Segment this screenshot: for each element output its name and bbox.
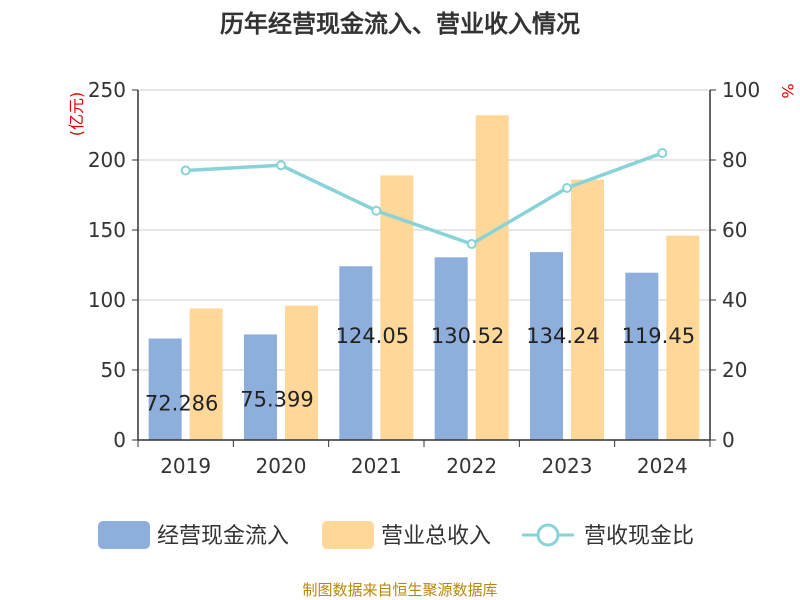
- x-tick-label-2019: 2019: [160, 454, 211, 478]
- x-tick-label-2021: 2021: [351, 454, 402, 478]
- left-tick-label-3: 150: [88, 218, 126, 242]
- axes: 0 50 100 150 200 250 0 20 40 60 80 100 2019 2020 2021 2…: [88, 78, 760, 478]
- bar-cash-inflow-2019: [148, 338, 182, 440]
- right-tick-label-1: 20: [722, 358, 747, 382]
- right-tick-label-0: 0: [722, 428, 735, 452]
- x-tick-label-2020: 2020: [256, 454, 307, 478]
- left-tick-label-0: 0: [113, 428, 126, 452]
- bar-revenue-2022: [475, 115, 509, 440]
- right-axis-unit: %: [778, 83, 797, 98]
- bar-revenue-2023: [571, 179, 604, 440]
- data-label-2023: 134.24: [526, 324, 599, 348]
- x-tick-label-2023: 2023: [542, 454, 593, 478]
- left-tick-label-4: 200: [88, 148, 126, 172]
- bar-cash-inflow-2021: [339, 266, 373, 440]
- bar-revenue-2019: [189, 308, 223, 440]
- bar-revenue-2024: [666, 235, 700, 440]
- left-tick-label-2: 100: [88, 288, 126, 312]
- legend-label-revenue: 营业总收入: [381, 524, 491, 549]
- legend-swatch-cash-inflow: [98, 521, 150, 549]
- bar-cash-inflow-2020: [244, 334, 277, 440]
- legend-swatch-ratio-marker: [536, 523, 560, 547]
- data-label-2020: 75.399: [240, 387, 313, 411]
- legend-swatch-revenue: [322, 521, 374, 549]
- bar-revenue-2020: [285, 305, 318, 440]
- ratio-point-2020: [276, 160, 286, 171]
- bar-cash-inflow-2023: [530, 252, 563, 440]
- right-tick-label-3: 60: [722, 218, 747, 242]
- legend-label-cash-inflow: 经营现金流入: [157, 524, 289, 549]
- data-label-2021: 124.05: [336, 324, 409, 348]
- bar-cash-inflow-2024: [625, 272, 659, 440]
- data-label-2022: 130.52: [431, 324, 504, 348]
- left-tick-label-5: 250: [88, 78, 126, 102]
- ratio-polyline: [185, 151, 663, 246]
- ratio-point-2021: [371, 205, 382, 216]
- data-labels: 72.286 75.399 124.05 130.52 134.24 119.45: [145, 324, 695, 416]
- right-tick-label-5: 100: [722, 78, 760, 102]
- x-tick-label-2022: 2022: [446, 454, 497, 478]
- source-note: 制图数据来自恒生聚源数据库: [302, 581, 497, 599]
- x-tick-label-2024: 2024: [637, 454, 688, 478]
- legend-label-ratio: 营收现金比: [584, 524, 694, 549]
- left-axis-unit: (亿元): [67, 92, 86, 137]
- ratio-point-2023: [562, 183, 572, 193]
- ratio-point-2024: [657, 148, 668, 158]
- bar-cash-inflow-2022: [434, 257, 468, 440]
- legend: 经营现金流入 营业总收入 营收现金比: [98, 521, 694, 549]
- right-tick-label-4: 80: [722, 148, 747, 172]
- ratio-line: [180, 148, 668, 249]
- grid-lines: [138, 89, 710, 371]
- ratio-point-2019: [180, 165, 191, 176]
- chart-title: 历年经营现金流入、营业收入情况: [220, 10, 580, 38]
- left-tick-label-1: 50: [101, 358, 126, 382]
- ratio-point-2022: [466, 239, 477, 249]
- data-label-2024: 119.45: [622, 324, 695, 348]
- data-label-2019: 72.286: [145, 392, 218, 416]
- bars: [148, 115, 700, 440]
- right-tick-label-2: 40: [722, 288, 747, 312]
